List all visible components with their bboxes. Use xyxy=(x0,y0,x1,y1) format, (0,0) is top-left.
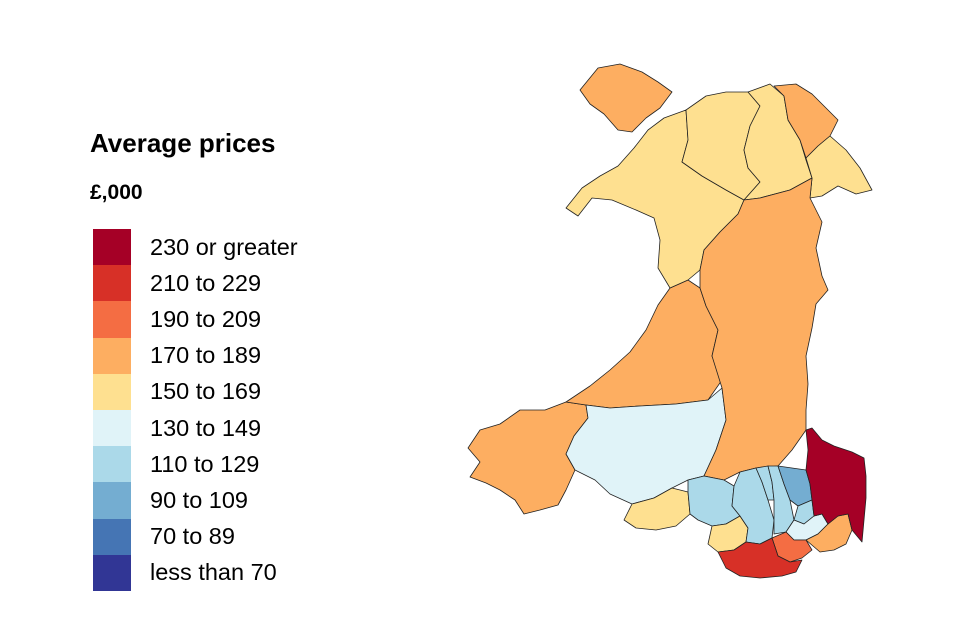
legend-label: 70 to 89 xyxy=(150,523,235,550)
legend-row: 230 or greater xyxy=(93,229,298,266)
region-ceredigion xyxy=(565,279,723,409)
legend-label: 210 to 229 xyxy=(150,269,262,296)
region-swansea xyxy=(623,487,691,531)
legend-row: 210 to 229 xyxy=(93,265,298,302)
legend-row: 150 to 169 xyxy=(93,373,298,410)
legend-swatch xyxy=(93,265,131,302)
legend-row: 190 to 209 xyxy=(93,301,298,338)
legend-swatch xyxy=(93,373,131,410)
legend-swatch xyxy=(93,301,131,338)
legend-swatch xyxy=(93,409,131,447)
legend-title: Average prices xyxy=(90,128,276,158)
legend-swatch xyxy=(93,337,131,374)
legend-label: 190 to 209 xyxy=(150,305,262,332)
legend-row: 130 to 149 xyxy=(93,409,298,447)
legend-swatch xyxy=(93,554,131,591)
legend-label: 90 to 109 xyxy=(150,486,249,513)
legend-row: less than 70 xyxy=(93,554,298,591)
legend-row: 170 to 189 xyxy=(93,337,298,374)
region-anglesey xyxy=(579,63,673,133)
legend-label: 170 to 189 xyxy=(150,342,262,369)
legend-label: 130 to 149 xyxy=(150,414,262,441)
legend-swatch xyxy=(93,482,131,519)
legend-swatch xyxy=(93,229,131,266)
legend-label: 110 to 129 xyxy=(150,450,260,477)
region-vale-of-glamorgan xyxy=(717,537,803,579)
legend-row: 70 to 89 xyxy=(93,518,298,555)
legend-row: 90 to 109 xyxy=(93,482,298,519)
legend: 230 or greater 210 to 229 190 to 209 170… xyxy=(93,229,298,591)
region-carmarthenshire xyxy=(565,387,727,505)
legend-row: 110 to 129 xyxy=(93,446,298,483)
legend-label: less than 70 xyxy=(150,559,277,586)
legend-unit: £,000 xyxy=(90,181,143,204)
legend-label: 150 to 169 xyxy=(150,378,262,405)
region-monmouthshire xyxy=(805,427,867,543)
legend-swatch xyxy=(93,446,131,483)
legend-swatch xyxy=(93,518,131,555)
legend-label: 230 or greater xyxy=(150,233,298,260)
